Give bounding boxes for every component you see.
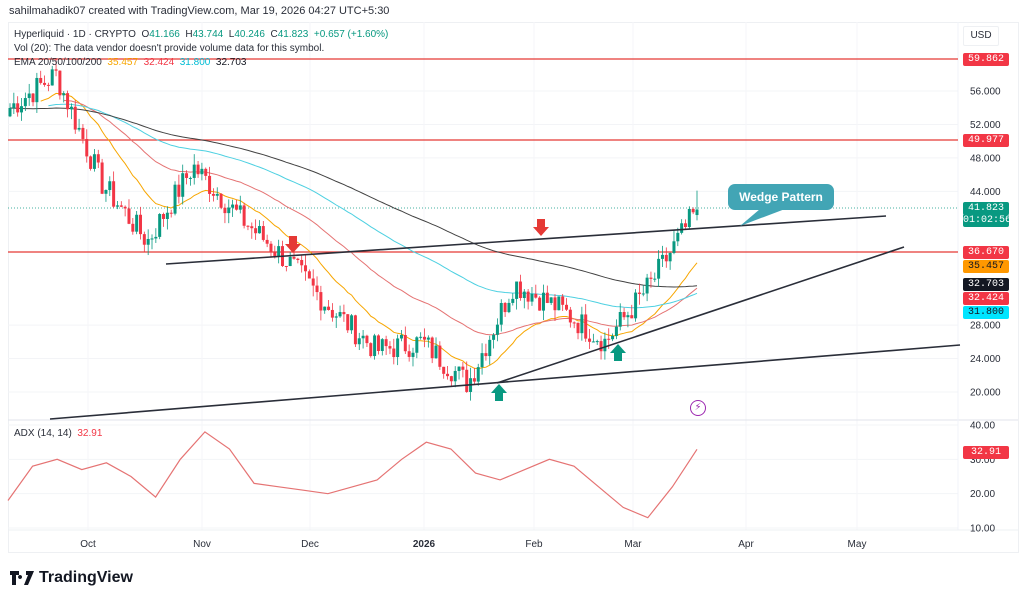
chart-credit: sahilmahadik07 created with TradingView.… (9, 5, 390, 17)
price-tick: 20.000 (970, 388, 1001, 399)
price-tick: 52.000 (970, 120, 1001, 131)
price-badge: 59.862 (963, 53, 1009, 66)
change-value: +0.657 (+1.60%) (313, 29, 389, 40)
price-badge: 35.457 (963, 260, 1009, 273)
price-badge: 32.424 (963, 292, 1009, 305)
symbol-label[interactable]: Hyperliquid · 1D · CRYPTO (14, 29, 136, 40)
price-tick: 44.000 (970, 187, 1001, 198)
time-tick: Oct (80, 539, 96, 550)
price-tick: 28.000 (970, 321, 1001, 332)
wedge-upper-trendline[interactable] (165, 215, 887, 265)
logo-text: TradingView (39, 569, 133, 586)
ema200-value: 32.703 (215, 57, 247, 68)
time-axis[interactable]: Oct Nov Dec 2026 Feb Mar Apr May (80, 539, 866, 550)
adx-legend[interactable]: ADX (14, 14) 32.91 (14, 428, 102, 439)
adx-value: 32.91 (77, 428, 103, 439)
price-badge: 32.703 (963, 278, 1009, 291)
price-badge: 01:02:56 (963, 214, 1012, 227)
tradingview-logo[interactable]: TradingView (10, 569, 133, 587)
ema50-value: 32.424 (143, 57, 175, 68)
adx-badge: 32.91 (963, 446, 1009, 459)
up-arrow-icon (491, 384, 507, 401)
adx-label: ADX (14, 14) (14, 428, 72, 439)
high-value: 43.744 (192, 29, 224, 40)
price-tick: 24.000 (970, 354, 1001, 365)
adx-tick: 20.00 (970, 489, 995, 500)
ohlc-row: Hyperliquid · 1D · CRYPTO O41.166 H43.74… (14, 29, 389, 40)
time-tick: Mar (624, 539, 642, 550)
time-tick: Feb (525, 539, 543, 550)
ema-label: EMA 20/50/100/200 (14, 57, 102, 68)
price-badge: 49.977 (963, 134, 1009, 147)
price-badge: 36.670 (963, 246, 1009, 259)
time-tick: Dec (301, 539, 319, 550)
ema20-value: 35.457 (107, 57, 139, 68)
long-support-trendline[interactable] (49, 344, 961, 420)
ema-lines (9, 92, 698, 370)
time-tick: Apr (738, 539, 754, 550)
wedge-lower-trendline[interactable] (496, 246, 905, 384)
adx-tick: 40.00 (970, 421, 995, 432)
lightning-icon[interactable]: ⚡ (690, 400, 706, 416)
low-value: 40.246 (234, 29, 265, 40)
down-arrow-icon (533, 219, 549, 236)
currency-label[interactable]: USD (963, 26, 999, 46)
adx-tick: 30.00 (970, 455, 995, 466)
time-tick: 2026 (413, 539, 436, 550)
up-arrow-icon (610, 344, 626, 361)
wedge-pattern-callout[interactable]: Wedge Pattern (728, 184, 834, 210)
ema100-line (48, 103, 698, 309)
chart-legend: Hyperliquid · 1D · CRYPTO O41.166 H43.74… (14, 28, 388, 70)
price-tick: 56.000 (970, 87, 1001, 98)
ema20-line (40, 92, 698, 370)
price-tick: 48.000 (970, 153, 1001, 164)
grid-lines (8, 22, 958, 530)
adx-line (7, 431, 698, 519)
price-badge: 31.800 (963, 306, 1009, 319)
ema50-line (63, 99, 698, 336)
ema-row[interactable]: EMA 20/50/100/200 35.457 32.424 31.800 3… (14, 56, 388, 70)
adx-axis[interactable]: 40.00 30.00 20.00 10.00 (970, 421, 995, 535)
ema100-value: 31.800 (179, 57, 211, 68)
volume-note[interactable]: Vol (20): The data vendor doesn't provid… (14, 43, 325, 54)
close-value: 41.823 (277, 29, 309, 40)
price-badge: 41.823 (963, 202, 1009, 215)
time-tick: May (848, 539, 867, 550)
candlesticks[interactable] (8, 58, 699, 401)
tradingview-logo-icon (10, 571, 34, 585)
adx-tick: 10.00 (970, 524, 995, 535)
time-tick: Nov (193, 539, 211, 550)
open-value: 41.166 (149, 29, 180, 40)
callout-pointer (740, 209, 785, 226)
down-arrow-icon (285, 236, 301, 253)
ema200-line (9, 107, 698, 288)
price-axis[interactable]: 56.000 52.000 48.000 44.000 28.000 24.000 20.0… (970, 87, 1001, 399)
chart-frame (8, 22, 1019, 553)
